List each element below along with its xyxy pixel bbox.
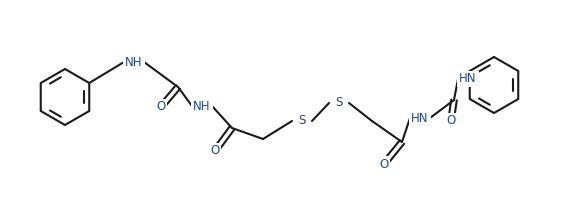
Text: NH: NH — [193, 99, 211, 113]
Text: O: O — [379, 157, 389, 171]
Text: NH: NH — [125, 55, 143, 69]
Text: HN: HN — [459, 72, 477, 85]
Text: S: S — [298, 115, 306, 127]
Text: HN: HN — [411, 111, 429, 124]
Text: O: O — [156, 101, 166, 113]
Text: O: O — [211, 145, 220, 157]
Text: S: S — [335, 97, 342, 110]
Text: O: O — [447, 115, 456, 127]
